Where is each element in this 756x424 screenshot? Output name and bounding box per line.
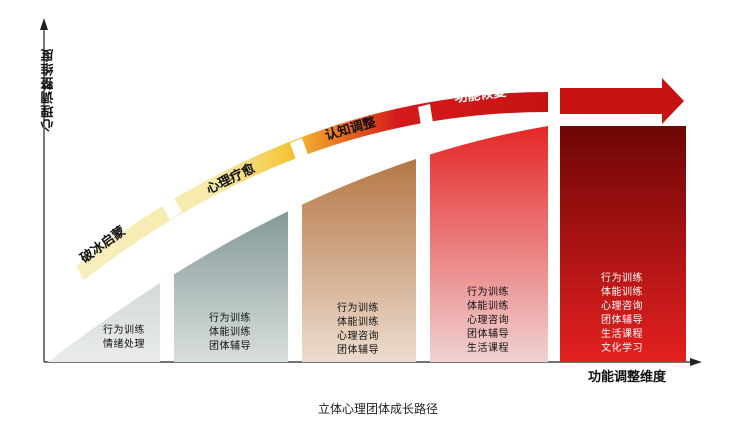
stage-item: 团体辅导 <box>209 341 251 352</box>
x-axis-arrow <box>690 358 702 366</box>
stage-item: 团体辅导 <box>467 329 509 340</box>
stage-item: 行为训练 <box>467 287 509 298</box>
growth-ribbon <box>76 92 548 280</box>
stage-item: 情绪处理 <box>103 339 145 350</box>
stage-item: 体能训练 <box>337 317 379 328</box>
ribbon-gaps <box>162 88 560 220</box>
stage-item: 文化学习 <box>601 343 643 354</box>
stage-item: 生活课程 <box>467 343 509 354</box>
stage-item: 生活课程 <box>601 329 643 340</box>
stage-item: 心理咨询 <box>467 315 509 326</box>
stage-item: 行为训练 <box>103 325 145 336</box>
stage-items-2: 行为训练 体能训练 团体辅导 <box>190 312 270 354</box>
stage-item: 体能训练 <box>601 287 643 298</box>
stage-item: 行为训练 <box>601 273 643 284</box>
y-axis-arrow <box>40 18 48 30</box>
stage-item: 心理咨询 <box>337 331 379 342</box>
stage-item: 行为训练 <box>337 303 379 314</box>
stage-items-1: 行为训练 情绪处理 <box>84 324 164 352</box>
stage-item: 行为训练 <box>209 313 251 324</box>
stage-items-5: 行为训练 体能训练 心理咨询 团体辅导 生活课程 文化学习 <box>582 272 662 356</box>
stage-items-4: 行为训练 体能训练 心理咨询 团体辅导 生活课程 <box>448 286 528 356</box>
stage-name-5: 学业对接 <box>582 74 635 89</box>
y-axis-label: 心理调整维度 <box>41 48 57 132</box>
ribbon-arrowhead <box>560 78 684 124</box>
stage-item: 团体辅导 <box>337 345 379 356</box>
stage-item: 体能训练 <box>209 327 251 338</box>
stage-item: 体能训练 <box>467 301 509 312</box>
x-axis-label: 功能调整维度 <box>587 370 666 385</box>
stage-item: 团体辅导 <box>601 315 643 326</box>
stage-block-5 <box>560 126 686 362</box>
stage-block-4 <box>430 126 548 362</box>
stage-item: 心理咨询 <box>601 301 643 312</box>
diagram-caption: 立体心理团体成长路径 <box>317 402 438 416</box>
stage-items-3: 行为训练 体能训练 心理咨询 团体辅导 <box>318 302 398 358</box>
